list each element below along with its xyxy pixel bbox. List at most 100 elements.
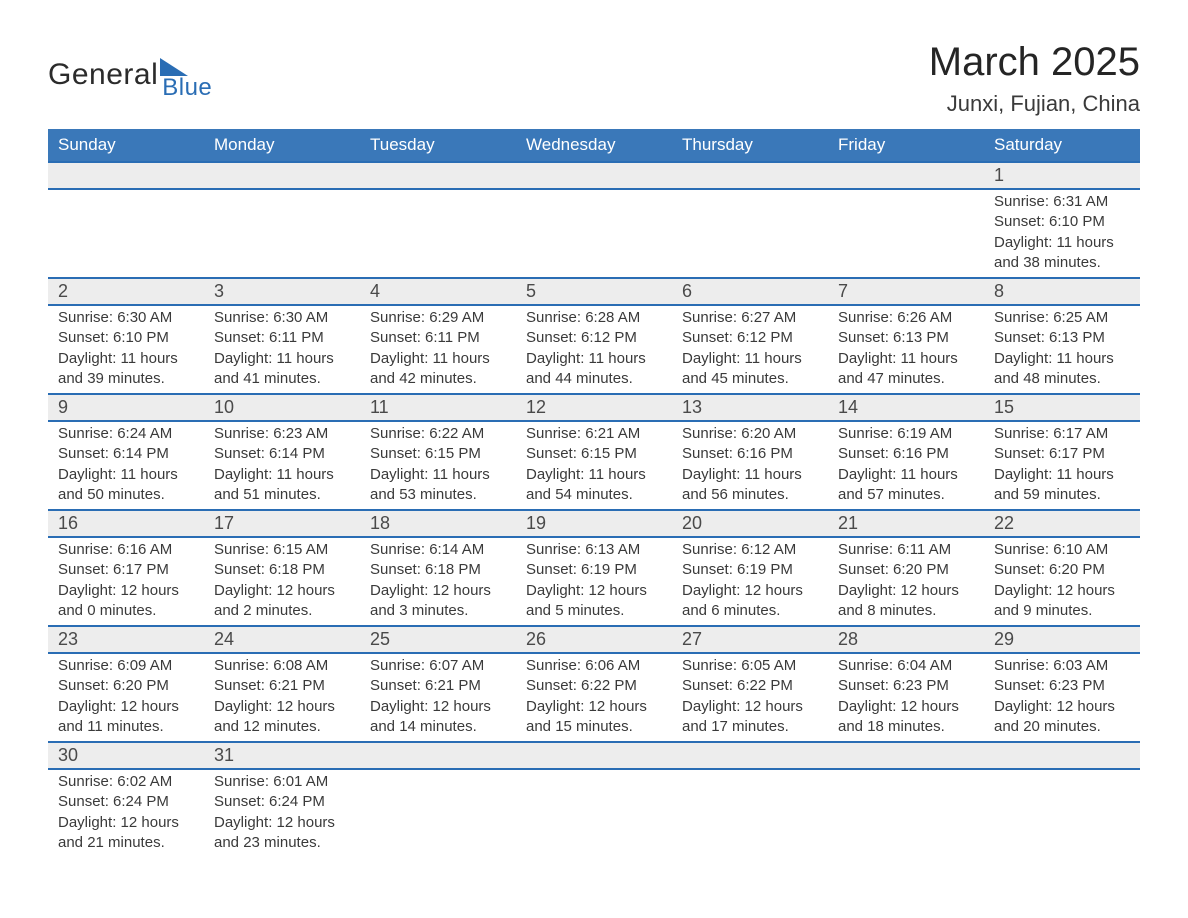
day-detail-line: and 42 minutes. (370, 369, 506, 389)
calendar-cell-detail: Sunrise: 6:07 AMSunset: 6:21 PMDaylight:… (360, 653, 516, 742)
day-detail-line: and 56 minutes. (682, 485, 818, 505)
day-number: 29 (984, 627, 1140, 652)
day-detail-line: Daylight: 12 hours (370, 581, 506, 601)
calendar-week-detail-row: Sunrise: 6:30 AMSunset: 6:10 PMDaylight:… (48, 305, 1140, 394)
calendar-cell-detail (48, 189, 204, 278)
day-detail-line: Sunset: 6:17 PM (994, 444, 1130, 464)
calendar-cell-daynum (360, 162, 516, 189)
day-detail-line: Sunset: 6:23 PM (838, 676, 974, 696)
day-detail-line: and 15 minutes. (526, 717, 662, 737)
day-detail: Sunrise: 6:01 AMSunset: 6:24 PMDaylight:… (204, 770, 360, 857)
day-detail-line: Daylight: 11 hours (682, 349, 818, 369)
day-number: 3 (204, 279, 360, 304)
empty-cell (360, 743, 516, 768)
day-detail-line: and 5 minutes. (526, 601, 662, 621)
day-detail-line: and 41 minutes. (214, 369, 350, 389)
calendar-cell-daynum: 20 (672, 510, 828, 537)
day-detail-line: Daylight: 11 hours (370, 465, 506, 485)
day-number: 15 (984, 395, 1140, 420)
calendar-cell-detail (828, 189, 984, 278)
calendar-week-daynum-row: 16171819202122 (48, 510, 1140, 537)
day-detail-line: and 23 minutes. (214, 833, 350, 853)
calendar-cell-detail: Sunrise: 6:26 AMSunset: 6:13 PMDaylight:… (828, 305, 984, 394)
calendar-cell-daynum: 11 (360, 394, 516, 421)
day-detail-line: Sunset: 6:10 PM (994, 212, 1130, 232)
calendar-cell-daynum: 8 (984, 278, 1140, 305)
calendar-cell-daynum (672, 742, 828, 769)
day-detail-line: Sunset: 6:12 PM (682, 328, 818, 348)
calendar-cell-detail: Sunrise: 6:08 AMSunset: 6:21 PMDaylight:… (204, 653, 360, 742)
day-detail-line: Sunset: 6:21 PM (214, 676, 350, 696)
day-detail-line: Sunset: 6:17 PM (58, 560, 194, 580)
day-detail-line: Sunrise: 6:28 AM (526, 308, 662, 328)
day-detail-line: Sunrise: 6:20 AM (682, 424, 818, 444)
day-detail: Sunrise: 6:09 AMSunset: 6:20 PMDaylight:… (48, 654, 204, 741)
day-detail-line: and 11 minutes. (58, 717, 194, 737)
day-detail-line: Daylight: 12 hours (58, 581, 194, 601)
day-detail-line: Daylight: 12 hours (682, 697, 818, 717)
empty-cell (672, 743, 828, 768)
empty-cell (48, 163, 204, 188)
day-detail: Sunrise: 6:29 AMSunset: 6:11 PMDaylight:… (360, 306, 516, 393)
calendar-cell-daynum: 10 (204, 394, 360, 421)
calendar-week-daynum-row: 23242526272829 (48, 626, 1140, 653)
calendar-cell-detail: Sunrise: 6:10 AMSunset: 6:20 PMDaylight:… (984, 537, 1140, 626)
day-detail-line: Sunrise: 6:05 AM (682, 656, 818, 676)
day-number: 5 (516, 279, 672, 304)
day-detail-line: and 18 minutes. (838, 717, 974, 737)
calendar-cell-detail: Sunrise: 6:24 AMSunset: 6:14 PMDaylight:… (48, 421, 204, 510)
day-detail: Sunrise: 6:11 AMSunset: 6:20 PMDaylight:… (828, 538, 984, 625)
day-number: 24 (204, 627, 360, 652)
day-detail: Sunrise: 6:06 AMSunset: 6:22 PMDaylight:… (516, 654, 672, 741)
day-detail-line: Daylight: 12 hours (58, 813, 194, 833)
day-detail-line: Daylight: 12 hours (214, 813, 350, 833)
day-detail-line: Sunset: 6:12 PM (526, 328, 662, 348)
empty-cell (828, 743, 984, 768)
day-detail-line: Sunset: 6:20 PM (838, 560, 974, 580)
calendar-cell-daynum: 16 (48, 510, 204, 537)
day-detail: Sunrise: 6:07 AMSunset: 6:21 PMDaylight:… (360, 654, 516, 741)
day-detail-line: Sunrise: 6:19 AM (838, 424, 974, 444)
calendar-cell-daynum: 13 (672, 394, 828, 421)
calendar-cell-detail: Sunrise: 6:11 AMSunset: 6:20 PMDaylight:… (828, 537, 984, 626)
day-detail: Sunrise: 6:22 AMSunset: 6:15 PMDaylight:… (360, 422, 516, 509)
day-detail-line: Daylight: 11 hours (682, 465, 818, 485)
day-detail-line: Sunset: 6:16 PM (682, 444, 818, 464)
day-detail-line: and 38 minutes. (994, 253, 1130, 273)
calendar-cell-daynum: 25 (360, 626, 516, 653)
calendar-cell-detail (516, 769, 672, 857)
day-number: 28 (828, 627, 984, 652)
calendar-cell-detail: Sunrise: 6:21 AMSunset: 6:15 PMDaylight:… (516, 421, 672, 510)
calendar-cell-detail (516, 189, 672, 278)
calendar-cell-daynum: 6 (672, 278, 828, 305)
day-number: 6 (672, 279, 828, 304)
calendar-cell-daynum: 1 (984, 162, 1140, 189)
logo-mark: Blue (160, 58, 212, 102)
day-detail-line: Sunset: 6:21 PM (370, 676, 506, 696)
calendar-cell-detail: Sunrise: 6:05 AMSunset: 6:22 PMDaylight:… (672, 653, 828, 742)
day-detail-line: Sunset: 6:14 PM (214, 444, 350, 464)
calendar-cell-daynum (48, 162, 204, 189)
empty-cell (984, 743, 1140, 768)
calendar-cell-detail: Sunrise: 6:12 AMSunset: 6:19 PMDaylight:… (672, 537, 828, 626)
day-detail-line: Daylight: 12 hours (58, 697, 194, 717)
day-detail-line: and 44 minutes. (526, 369, 662, 389)
day-detail-line: Sunrise: 6:09 AM (58, 656, 194, 676)
calendar-cell-daynum: 29 (984, 626, 1140, 653)
day-detail-line: and 59 minutes. (994, 485, 1130, 505)
calendar-cell-daynum (360, 742, 516, 769)
day-number: 8 (984, 279, 1140, 304)
calendar-cell-daynum: 31 (204, 742, 360, 769)
day-detail-line: Sunrise: 6:27 AM (682, 308, 818, 328)
day-detail-line: Sunrise: 6:21 AM (526, 424, 662, 444)
calendar-cell-daynum (828, 162, 984, 189)
calendar-cell-detail: Sunrise: 6:20 AMSunset: 6:16 PMDaylight:… (672, 421, 828, 510)
day-number: 13 (672, 395, 828, 420)
calendar-cell-daynum: 12 (516, 394, 672, 421)
empty-cell (360, 163, 516, 188)
calendar-cell-detail (360, 189, 516, 278)
calendar-cell-detail (672, 769, 828, 857)
day-detail-line: and 2 minutes. (214, 601, 350, 621)
day-detail-line: Sunrise: 6:10 AM (994, 540, 1130, 560)
day-detail-line: Sunset: 6:22 PM (526, 676, 662, 696)
